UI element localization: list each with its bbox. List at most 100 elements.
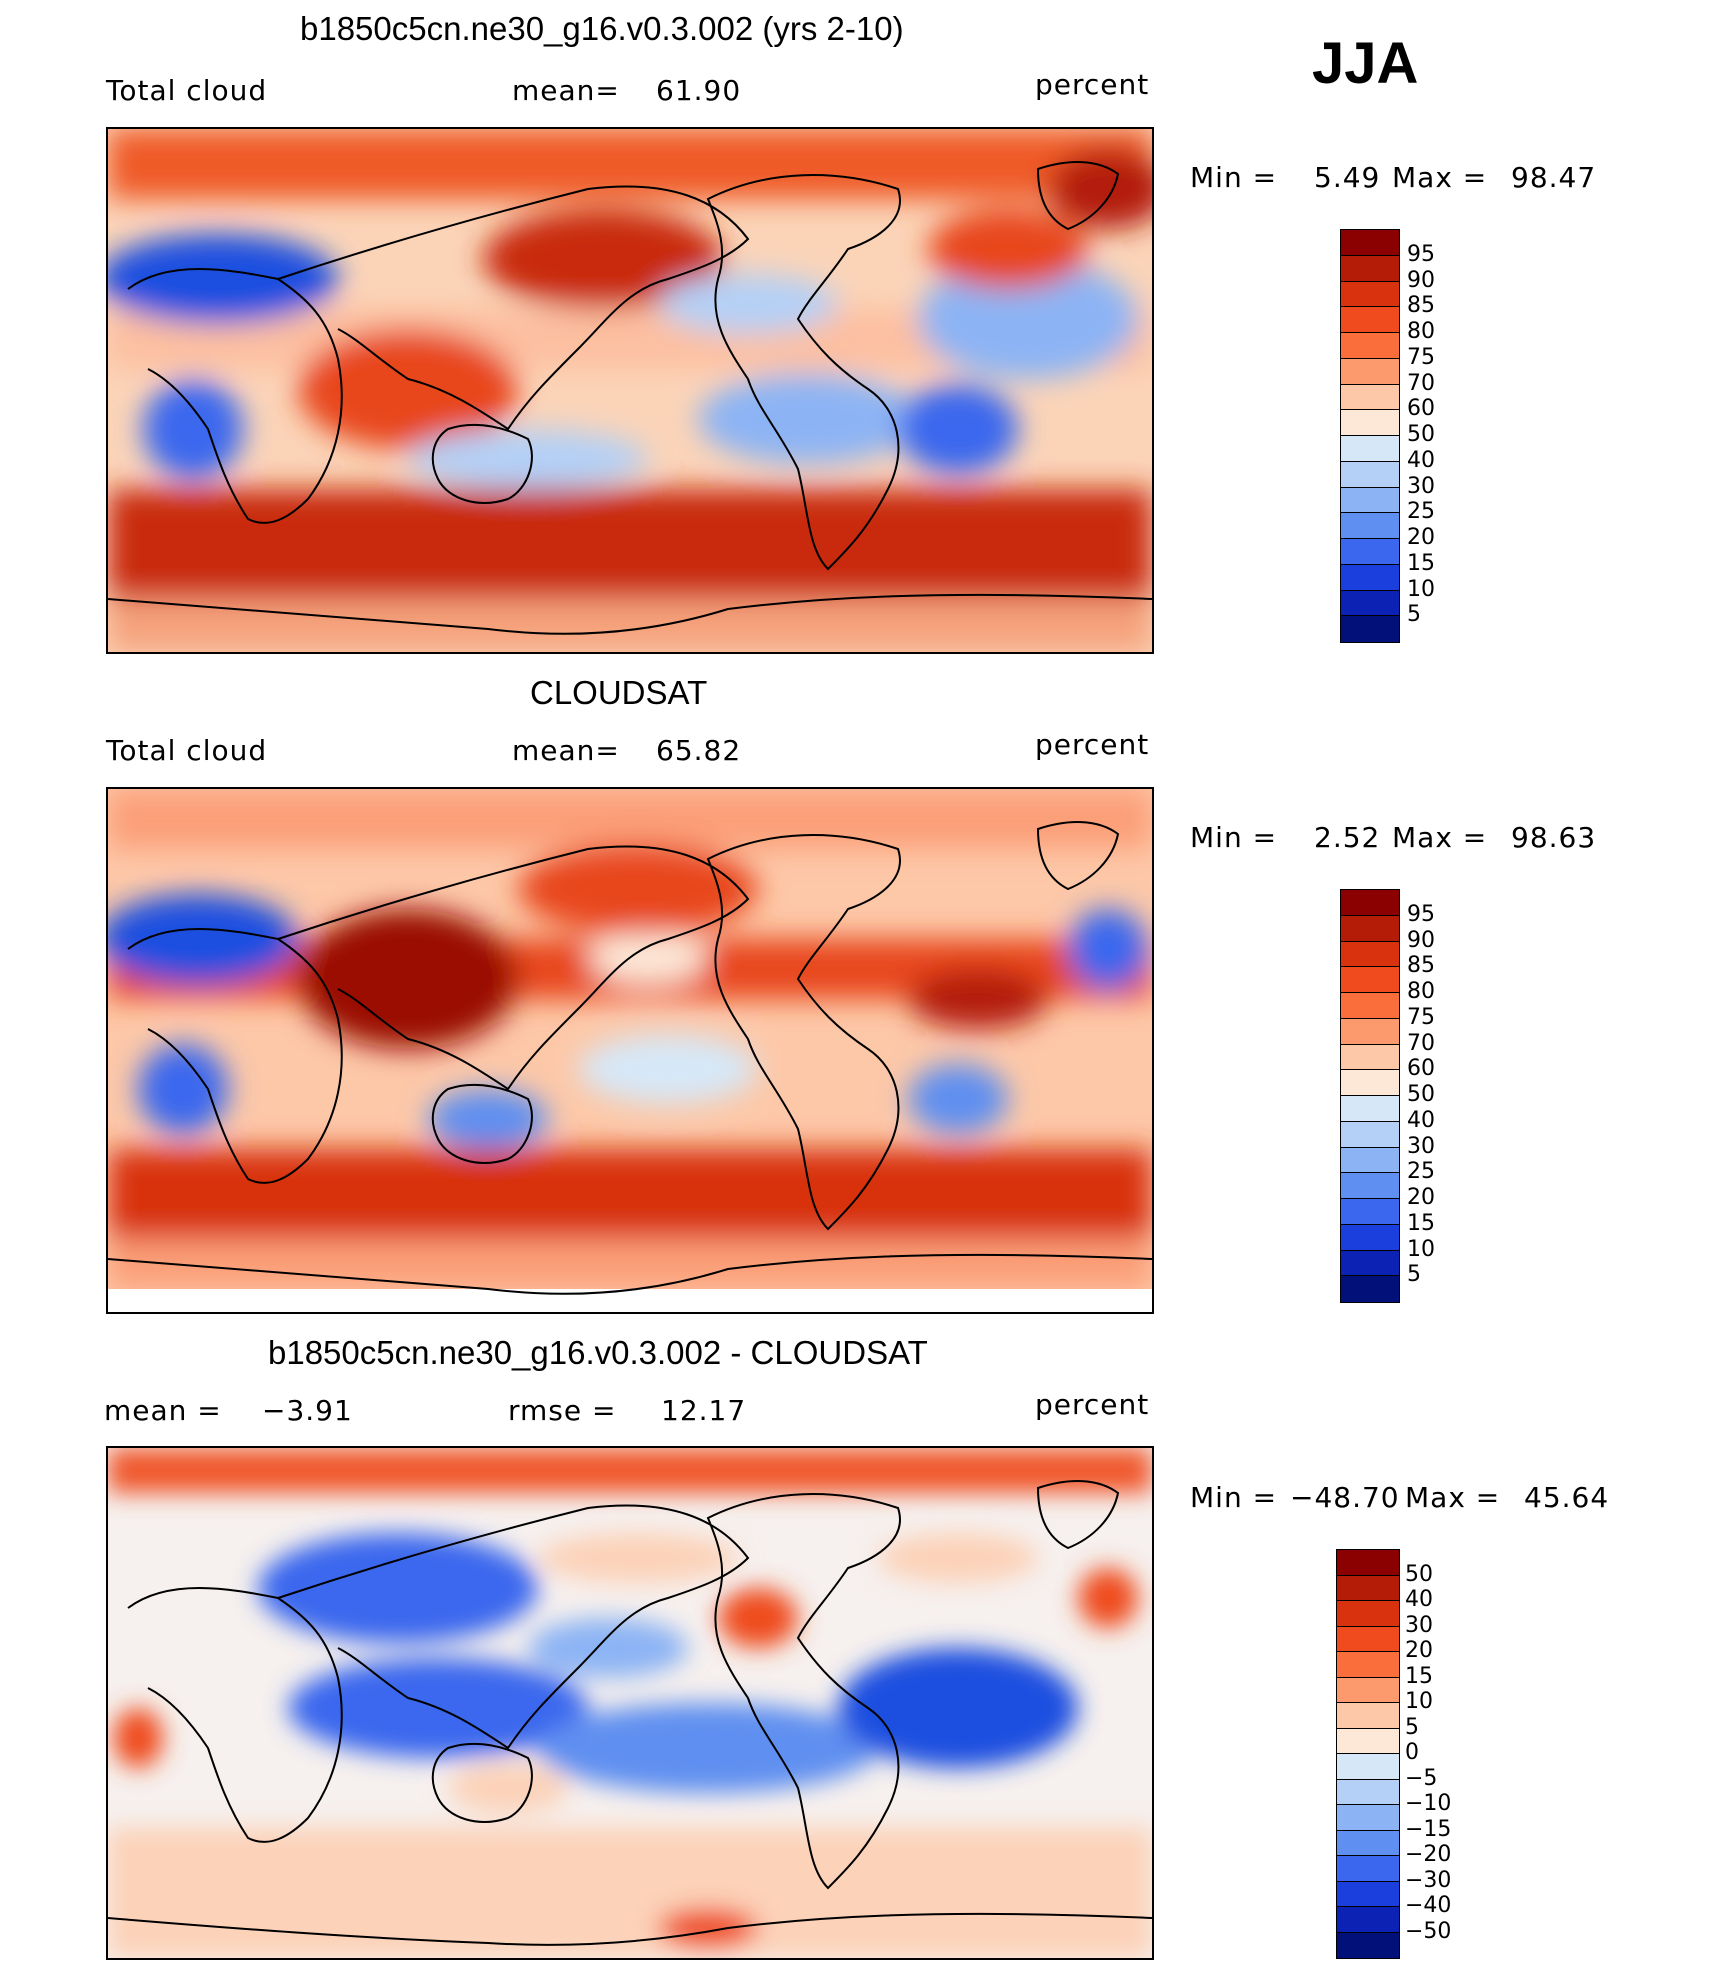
colorbar-tick-label: −5 [1405, 1765, 1438, 1791]
colorbar-segment [1341, 1121, 1399, 1148]
colorbar-segment [1341, 384, 1399, 411]
units-label: percent [1035, 1388, 1150, 1421]
min-label: Min = [1190, 161, 1278, 194]
colorbar-tick-label: 15 [1407, 1210, 1435, 1236]
units-label: percent [1035, 68, 1150, 101]
colorbar-tick-label: 50 [1407, 422, 1435, 447]
colorbar-segment [1341, 564, 1399, 591]
colorbar-tick-label: 90 [1407, 267, 1435, 293]
colorbar-tick-label: 95 [1407, 241, 1435, 267]
colorbar-segment [1341, 436, 1399, 462]
colorbar-segment [1337, 1856, 1399, 1882]
colorbar-segment [1337, 1703, 1399, 1729]
colorbar-tick-label: 30 [1407, 1133, 1435, 1159]
colorbar-tick-label: 90 [1407, 927, 1435, 953]
colorbar-segment [1341, 1276, 1399, 1302]
colorbar-segment [1341, 590, 1399, 617]
min-value: −48.70 [1290, 1481, 1400, 1514]
colorbar-segment [1337, 1575, 1399, 1601]
rmse-value: 12.17 [661, 1394, 747, 1427]
min-value: 2.52 [1314, 821, 1381, 854]
variable-label: Total cloud [106, 734, 268, 767]
colorbar-segment [1337, 1652, 1399, 1678]
max-value: 45.64 [1524, 1481, 1610, 1514]
colorbar-segment [1341, 1224, 1399, 1251]
colorbar-tick-label: 20 [1407, 525, 1435, 550]
panel-title: b1850c5cn.ne30_g16.v0.3.002 (yrs 2-10) [300, 10, 904, 47]
colorbar-segment [1337, 1677, 1399, 1703]
max-value: 98.47 [1511, 161, 1597, 194]
colorbar-tick-label: 80 [1407, 979, 1435, 1004]
colorbar-segment [1337, 1728, 1399, 1754]
colorbar-segment [1341, 410, 1399, 436]
colorbar-segment [1337, 1550, 1399, 1576]
colorbar-segment [1341, 1044, 1399, 1071]
map-field [108, 129, 1152, 652]
colorbar-segment [1341, 616, 1399, 642]
colorbar-segment [1337, 1754, 1399, 1780]
colorbar-segment [1341, 1199, 1399, 1225]
colorbar-tick-label: 60 [1407, 396, 1435, 422]
colorbar-segment [1341, 255, 1399, 282]
colorbar-segment [1337, 1830, 1399, 1856]
map-model [106, 127, 1154, 654]
colorbar-segment [1341, 890, 1399, 916]
colorbar [1340, 229, 1400, 643]
max-label: Max = [1405, 1481, 1501, 1514]
mean-value: 61.90 [656, 74, 742, 107]
colorbar-segment [1341, 358, 1399, 385]
colorbar-tick-label: 5 [1407, 602, 1421, 628]
colorbar-tick-label: −40 [1405, 1893, 1452, 1918]
colorbar-tick-label: 0 [1405, 1740, 1419, 1765]
panel-title: CLOUDSAT [530, 674, 708, 711]
colorbar-tick-label: −15 [1405, 1816, 1452, 1842]
colorbar-segment [1341, 1250, 1399, 1277]
mean-value: −3.91 [262, 1394, 353, 1427]
colorbar-segment [1341, 1070, 1399, 1096]
colorbar-segment [1341, 513, 1399, 539]
colorbar-tick-label: 50 [1405, 1561, 1433, 1587]
colorbar-segment [1337, 1907, 1399, 1933]
colorbar-tick-label: 70 [1407, 370, 1435, 396]
colorbar-tick-label: −10 [1405, 1791, 1452, 1816]
colorbar-segment [1341, 307, 1399, 333]
colorbar-segment [1337, 1881, 1399, 1907]
colorbar-segment [1341, 333, 1399, 359]
colorbar-tick-label: 75 [1407, 1004, 1435, 1030]
colorbar-tick-label: 75 [1407, 344, 1435, 370]
colorbar [1340, 889, 1400, 1303]
min-label: Min = [1190, 821, 1278, 854]
colorbar-tick-label: 25 [1407, 499, 1435, 525]
colorbar-tick-label: 15 [1407, 550, 1435, 576]
colorbar-tick-label: 10 [1405, 1689, 1433, 1714]
mean-label: mean = [104, 1394, 222, 1427]
colorbar-tick-label: 40 [1405, 1587, 1433, 1612]
colorbar-tick-label: 10 [1407, 1236, 1435, 1262]
colorbar-segment [1341, 915, 1399, 942]
map-field [108, 789, 1152, 1312]
map-obs [106, 787, 1154, 1314]
colorbar-segment [1337, 1601, 1399, 1627]
colorbar-segment [1341, 1096, 1399, 1122]
colorbar-tick-label: −50 [1405, 1918, 1452, 1944]
min-value: 5.49 [1314, 161, 1381, 194]
colorbar-tick-label: 40 [1407, 447, 1435, 473]
colorbar-tick-label: 60 [1407, 1056, 1435, 1082]
colorbar-tick-label: 85 [1407, 293, 1435, 319]
panel-title: b1850c5cn.ne30_g16.v0.3.002 - CLOUDSAT [268, 1334, 928, 1371]
colorbar-segment [1341, 539, 1399, 565]
max-label: Max = [1392, 161, 1488, 194]
colorbar-tick-label: 20 [1407, 1185, 1435, 1210]
map-field [108, 1448, 1152, 1958]
colorbar-segment [1341, 487, 1399, 514]
colorbar-segment [1337, 1805, 1399, 1831]
colorbar-tick-label: 80 [1407, 319, 1435, 344]
colorbar-tick-label: 5 [1407, 1262, 1421, 1288]
mean-value: 65.82 [656, 734, 742, 767]
colorbar-segment [1341, 1147, 1399, 1174]
min-label: Min = [1190, 1481, 1278, 1514]
colorbar-tick-label: 85 [1407, 953, 1435, 979]
colorbar-tick-label: 40 [1407, 1107, 1435, 1133]
colorbar-segment [1337, 1779, 1399, 1805]
colorbar-segment [1341, 1173, 1399, 1199]
